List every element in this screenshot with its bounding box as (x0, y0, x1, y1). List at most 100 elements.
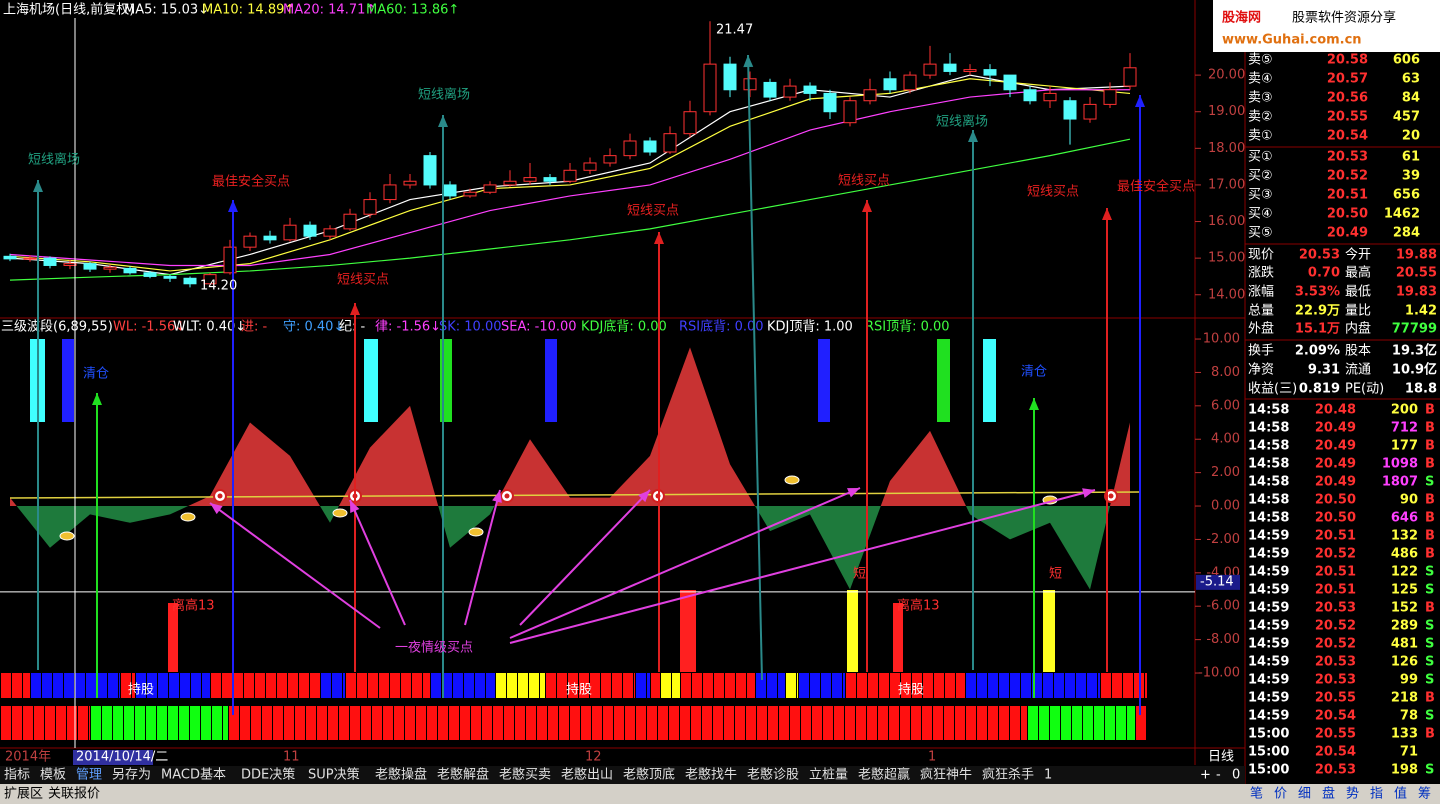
side-tab[interactable]: 价 (1274, 787, 1287, 802)
toolbar-tab[interactable]: 老憨出山 (561, 768, 613, 783)
state-cell (590, 673, 600, 698)
arrow-head (350, 303, 360, 315)
stat-value: 18.8 (1405, 382, 1437, 397)
toolbar-tab[interactable]: 老憨买卖 (499, 768, 551, 783)
side-tab[interactable]: 盘 (1322, 786, 1335, 802)
trade-volume: 122 (1391, 565, 1418, 580)
zoom-button[interactable]: - (1216, 768, 1221, 783)
book-label: 卖⑤ (1248, 53, 1273, 68)
state-cell (779, 706, 789, 740)
stat-value: 22.9万 (1295, 304, 1340, 319)
annotation: 短线买点 (838, 174, 890, 189)
date-label: 12 (585, 750, 602, 765)
candle-body (303, 224, 317, 237)
candle-body (523, 177, 537, 182)
state-cell (361, 706, 371, 740)
y-tick-label: 20.00 (1208, 68, 1245, 83)
side-tab[interactable]: 指 (1370, 787, 1383, 802)
toolbar-tab[interactable]: 老憨超赢 (858, 767, 910, 783)
toolbar-tab[interactable]: 老憨诊股 (747, 768, 799, 783)
status-tab[interactable]: 关联报价 (48, 787, 100, 802)
arrow-head (1029, 398, 1039, 410)
trade-side: S (1425, 673, 1434, 688)
toolbar-tab[interactable]: 老憨找牛 (685, 768, 737, 783)
trade-time: 14:59 (1248, 709, 1289, 724)
side-tab[interactable]: 筹 (1418, 786, 1431, 802)
toolbar-tab[interactable]: 指标 (4, 768, 30, 783)
wave-area (290, 455, 320, 507)
state-cell (515, 706, 525, 740)
trade-price: 20.49 (1315, 475, 1356, 490)
toolbar-tab[interactable]: 1 (1044, 768, 1052, 783)
state-cell (1, 706, 11, 740)
toolbar-tab[interactable]: 老憨顶底 (623, 767, 675, 783)
trade-side: S (1425, 655, 1434, 670)
book-label: 买② (1248, 169, 1273, 184)
state-cell (636, 706, 646, 740)
state-cell (537, 706, 547, 740)
trade-time: 14:59 (1248, 673, 1289, 688)
candle-body (63, 263, 77, 266)
zoom-button[interactable]: 0 (1232, 768, 1240, 783)
stat-label: 内盘 (1345, 321, 1371, 337)
annotation: 一夜情级买点 (395, 641, 473, 656)
candle-body (583, 162, 597, 171)
state-cell (999, 706, 1009, 740)
candle-body (323, 228, 337, 237)
status-tab[interactable]: 扩展区 (4, 787, 43, 802)
stat-label: 最低 (1345, 285, 1371, 300)
baseline (9, 491, 1141, 499)
state-cell (651, 673, 660, 698)
wave-area (16, 506, 51, 548)
trade-side: B (1425, 601, 1435, 616)
y-tick-label: 15.00 (1208, 251, 1245, 266)
side-tab[interactable]: 值 (1394, 786, 1407, 802)
stat-label: 流通 (1345, 363, 1371, 378)
logo-bg (1213, 0, 1440, 52)
stat-value: 10.9亿 (1392, 362, 1437, 378)
signal-bar (983, 339, 996, 422)
trade-price: 20.53 (1315, 601, 1356, 616)
state-cell (988, 673, 998, 698)
toolbar-tab[interactable]: DDE决策 (241, 767, 295, 783)
toolbar-tab[interactable]: 老憨解盘 (437, 767, 489, 783)
side-tab[interactable]: 细 (1298, 787, 1311, 802)
state-cell (812, 706, 822, 740)
candle-body (83, 263, 97, 270)
book-volume: 63 (1402, 72, 1420, 87)
y-tick-label: 8.00 (1211, 365, 1240, 380)
trade-price: 20.49 (1315, 457, 1356, 472)
side-tab[interactable]: 势 (1346, 786, 1359, 802)
trade-side: S (1425, 637, 1434, 652)
book-label: 买③ (1248, 188, 1273, 203)
toolbar-tab[interactable]: MACD基本 (161, 768, 226, 783)
state-cell (251, 706, 261, 740)
y-tick-label: 4.00 (1211, 432, 1240, 447)
toolbar-tab[interactable]: 另存为 (112, 768, 151, 783)
trade-price: 20.52 (1315, 547, 1356, 562)
arrow-head (438, 115, 448, 127)
toolbar-tab[interactable]: 疯狂杀手 (982, 767, 1034, 783)
wave-area (250, 422, 290, 507)
wave-area (130, 506, 170, 523)
state-cell (526, 706, 536, 740)
trade-time: 15:00 (1248, 727, 1289, 742)
state-cell (977, 673, 987, 698)
toolbar-tab[interactable]: 模板 (40, 768, 66, 783)
toolbar-tab[interactable]: 立桩量 (809, 768, 848, 783)
book-price: 20.53 (1327, 150, 1368, 165)
side-tab[interactable]: 笔 (1250, 786, 1263, 802)
trade-time: 14:59 (1248, 547, 1289, 562)
toolbar-tab[interactable]: 疯狂神牛 (920, 767, 972, 783)
toolbar-tab[interactable]: SUP决策 (308, 767, 360, 783)
trade-volume: 486 (1391, 547, 1418, 562)
trade-time: 14:58 (1248, 511, 1289, 526)
wave-area (850, 506, 881, 590)
state-cell (647, 673, 650, 698)
toolbar-tab[interactable]: 老憨操盘 (375, 767, 427, 783)
state-cell (1101, 673, 1111, 698)
trade-price: 20.52 (1315, 637, 1356, 652)
trade-price: 20.49 (1315, 439, 1356, 454)
toolbar-tab[interactable]: 管理 (76, 768, 102, 783)
zoom-button[interactable]: + (1200, 768, 1211, 783)
